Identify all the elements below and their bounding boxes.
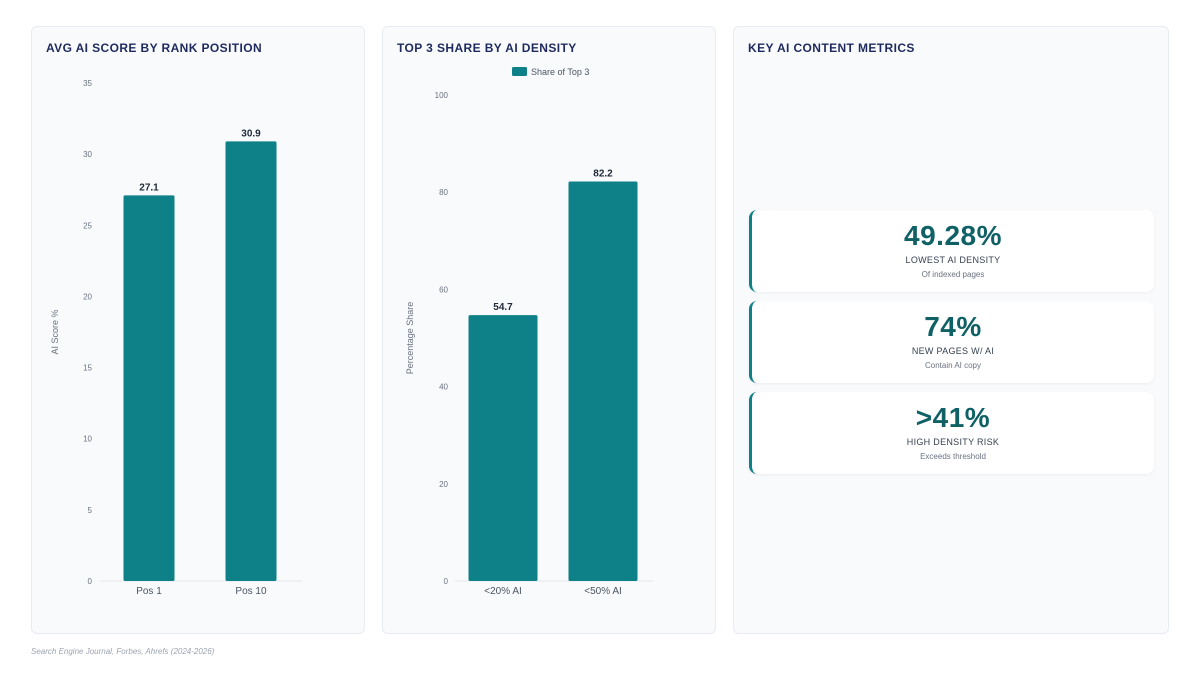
rank-position-chart-panel: AVG AI SCORE BY RANK POSITION 0 5 10 15 20 25… <box>31 26 365 634</box>
metric-value: 49.28% <box>904 220 1002 251</box>
y-tick-label: 40 <box>439 383 448 392</box>
bar <box>225 141 277 581</box>
x-tick-label: <20% AI <box>484 586 522 597</box>
legend-swatch <box>512 67 527 76</box>
metric-subtext: Exceeds threshold <box>920 452 986 461</box>
metric-label: LOWEST AI DENSITY <box>905 255 1001 265</box>
metric-card-lowest-density: 49.28% LOWEST AI DENSITY Of indexed page… <box>749 210 1154 292</box>
ai-density-bar-chart: 0 20 40 60 80 100 Percentage Share 54.7 <20% AI 8… <box>405 67 653 597</box>
metric-label: NEW PAGES W/ AI <box>911 346 995 356</box>
ai-density-chart-panel: TOP 3 SHARE BY AI DENSITY 0 20 40 60 80 100 Pe… <box>382 26 716 634</box>
y-tick-label: 20 <box>83 292 92 301</box>
y-tick-label: 10 <box>83 435 92 444</box>
metric-subtext: Contain AI copy <box>924 361 982 370</box>
metric-subtext: Of indexed pages <box>921 270 985 279</box>
y-tick-label: 35 <box>83 79 92 88</box>
y-tick-label: 25 <box>83 221 92 230</box>
y-axis-title: Percentage Share <box>405 302 415 375</box>
y-tick-label: 0 <box>88 577 93 586</box>
data-label: 54.7 <box>493 302 513 313</box>
y-tick-label: 20 <box>439 480 448 489</box>
metric-value: >41% <box>915 402 991 433</box>
key-metrics-title: KEY AI CONTENT METRICS <box>748 41 915 55</box>
x-tick-label: <50% AI <box>584 586 622 597</box>
metric-card-new-pages: 74% NEW PAGES W/ AI Contain AI copy <box>749 301 1154 383</box>
metric-value: 74% <box>924 311 982 342</box>
y-tick-label: 5 <box>88 506 93 515</box>
x-tick-label: Pos 1 <box>136 586 162 597</box>
y-tick-label: 80 <box>439 188 448 197</box>
rank-position-chart-title: AVG AI SCORE BY RANK POSITION <box>46 41 263 55</box>
legend-label: Share of Top 3 <box>531 67 589 77</box>
x-tick-label: Pos 10 <box>235 586 267 597</box>
y-tick-label: 60 <box>439 285 448 294</box>
rank-position-bar-chart: 0 5 10 15 20 25 30 35 AI Score % 27.1 Pos 1 30.9 Pos… <box>50 79 302 597</box>
metric-label: HIGH DENSITY RISK <box>906 437 1000 447</box>
bar <box>568 181 638 581</box>
y-tick-label: 100 <box>435 91 449 100</box>
bar <box>123 195 175 582</box>
y-tick-label: 0 <box>444 577 449 586</box>
data-label: 82.2 <box>593 169 613 180</box>
metric-card-high-density-risk: >41% HIGH DENSITY RISK Exceeds threshold <box>749 392 1154 474</box>
data-label: 30.9 <box>241 128 261 139</box>
y-axis-title: AI Score % <box>50 309 60 354</box>
y-tick-label: 15 <box>83 364 92 373</box>
source-footnote: Search Engine Journal, Forbes, Ahrefs (2… <box>31 647 215 656</box>
ai-density-chart-title: TOP 3 SHARE BY AI DENSITY <box>397 41 577 55</box>
y-tick-label: 30 <box>83 150 92 159</box>
key-metrics-panel: KEY AI CONTENT METRICS 49.28% LOWEST AI … <box>733 26 1169 634</box>
data-label: 27.1 <box>139 182 159 193</box>
bar <box>468 315 538 581</box>
